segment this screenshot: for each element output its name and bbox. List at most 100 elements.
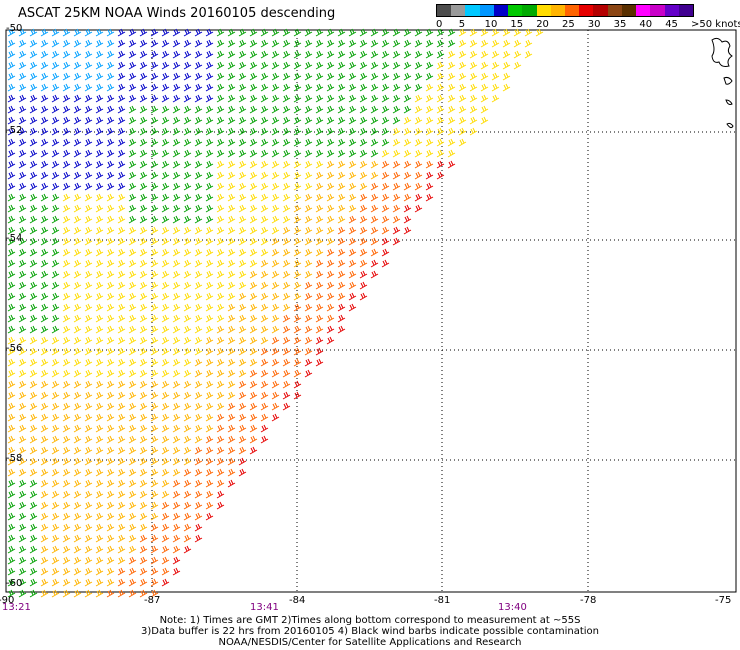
wind-barb [216,303,225,312]
wind-barb [62,391,71,400]
wind-barb [271,314,280,323]
wind-barb [326,325,335,334]
wind-barb [381,193,390,202]
wind-barb [7,347,16,356]
wind-barb [183,424,192,433]
wind-barb [128,50,137,59]
wind-barb [348,39,357,48]
wind-barb [238,61,247,70]
wind-barb [40,215,49,224]
wind-barb [260,259,269,268]
wind-barb [128,468,137,477]
wind-barb [392,193,401,202]
wind-barb [216,237,225,246]
wind-barb [326,83,335,92]
wind-barb [381,259,390,268]
wind-barb [381,116,390,125]
wind-barb [128,501,137,510]
wind-barb [403,215,412,224]
wind-barb [40,116,49,125]
latitude-label: -52 [6,125,23,136]
wind-barb [139,589,148,598]
wind-barb [403,193,412,202]
wind-barb [249,171,258,180]
wind-barb [150,237,159,246]
wind-barb [227,237,236,246]
wind-barb [425,171,434,180]
wind-barb [348,149,357,158]
wind-barb [205,314,214,323]
wind-barb [95,446,104,455]
wind-barb [359,50,368,59]
wind-barb [128,391,137,400]
wind-barb [51,314,60,323]
wind-barb [293,358,302,367]
wind-barb [260,270,269,279]
wind-barb [106,424,115,433]
latitude-label: -60 [6,578,23,589]
wind-barb [315,127,324,136]
wind-barb [51,160,60,169]
wind-barb [150,215,159,224]
wind-barb [161,567,170,576]
wind-barb [117,490,126,499]
wind-barb [216,215,225,224]
wind-barb [183,171,192,180]
wind-barb [95,193,104,202]
wind-barb [84,347,93,356]
wind-barb [216,105,225,114]
wind-barb [183,358,192,367]
scale-segment [564,5,580,16]
wind-barb [7,413,16,422]
wind-barb [106,391,115,400]
wind-barb [161,501,170,510]
wind-barb [18,369,27,378]
wind-barb [381,149,390,158]
wind-barb [73,28,82,37]
wind-barb [447,50,456,59]
wind-barb [106,402,115,411]
wind-barb [73,204,82,213]
wind-barb [84,50,93,59]
wind-barb [117,72,126,81]
wind-barb [73,314,82,323]
wind-barb [326,270,335,279]
wind-barb [128,160,137,169]
wind-barb [172,105,181,114]
wind-barb [359,83,368,92]
wind-barb [436,160,445,169]
wind-barb [62,358,71,367]
wind-barb [29,270,38,279]
wind-barb [370,50,379,59]
wind-barb [205,281,214,290]
wind-barb [106,171,115,180]
wind-barb [117,259,126,268]
wind-barb [326,50,335,59]
wind-barb [51,457,60,466]
wind-barb [84,127,93,136]
wind-barb [271,72,280,81]
wind-barb [326,237,335,246]
wind-barb [183,39,192,48]
wind-barb [271,138,280,147]
wind-barb [447,105,456,114]
wind-barb [73,94,82,103]
latitude-label: -54 [6,233,23,244]
wind-barb [40,138,49,147]
wind-barb [238,171,247,180]
wind-barb [95,325,104,334]
wind-barb [260,61,269,70]
wind-barb [238,435,247,444]
wind-barb [128,116,137,125]
latitude-label: -56 [6,343,23,354]
wind-barb [249,270,258,279]
wind-barb [238,94,247,103]
wind-barb [260,182,269,191]
wind-barb [62,28,71,37]
wind-barb [205,501,214,510]
wind-barb [513,50,522,59]
wind-barb [7,72,16,81]
footer-notes: Note: 1) Times are GMT 2)Times along bot… [0,615,740,648]
wind-barb [249,325,258,334]
wind-barb [139,391,148,400]
